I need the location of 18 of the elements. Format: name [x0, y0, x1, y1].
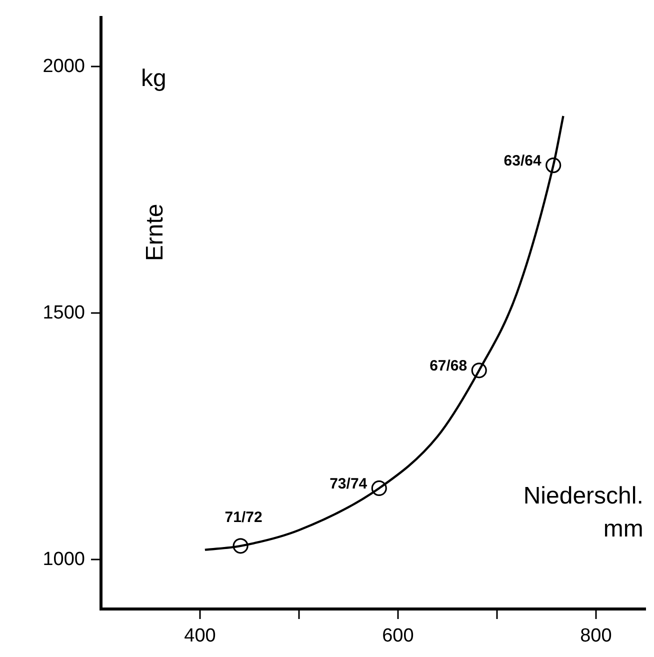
y-tick-label: 1500 — [42, 302, 85, 324]
annotation: mm — [603, 516, 644, 543]
annotation: 73/74 — [330, 475, 368, 492]
x-tick-label: 600 — [382, 626, 414, 647]
point — [371, 480, 387, 496]
x-axis-title: Niederschl. — [523, 482, 644, 510]
y-tick-label: 1000 — [42, 548, 85, 570]
y-tick-label: 2000 — [42, 56, 85, 77]
point — [471, 362, 487, 378]
point — [546, 158, 562, 174]
annotation: 71/72 — [224, 509, 262, 526]
point — [232, 538, 248, 554]
x-tick-label: 800 — [580, 626, 612, 647]
annotation: 67/68 — [430, 358, 468, 375]
y-axis-title: Ernte — [142, 204, 169, 262]
x-tick-label: 400 — [184, 626, 216, 647]
annotation: kg — [141, 65, 166, 92]
annotation: 63/64 — [504, 152, 542, 170]
